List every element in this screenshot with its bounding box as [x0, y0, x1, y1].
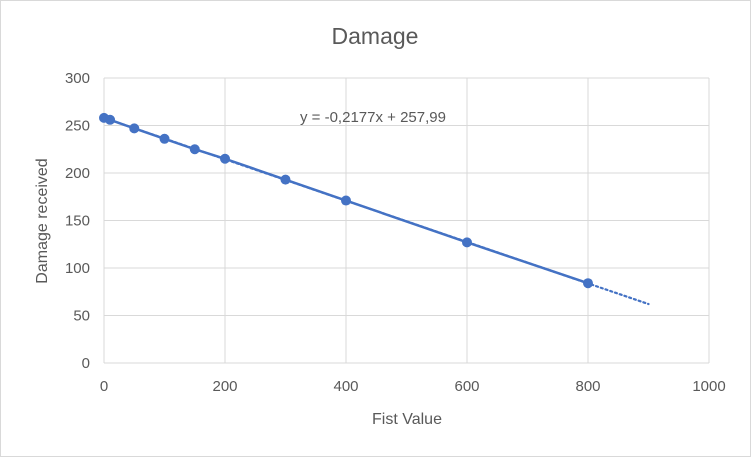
y-tick-label: 150	[65, 213, 90, 230]
series-group	[99, 112, 593, 289]
x-tick-label: 600	[454, 378, 479, 395]
x-tick-label: 400	[333, 378, 358, 395]
data-point	[189, 144, 200, 155]
series-line	[103, 116, 589, 285]
data-point	[105, 114, 116, 125]
data-point	[159, 133, 170, 144]
data-point	[583, 278, 593, 289]
trendline-equation: y = -0,2177x + 257,99	[300, 109, 446, 126]
x-tick-label: 0	[100, 378, 108, 395]
y-tick-label: 50	[73, 308, 90, 325]
x-tick-labels: 0 200 400 600 800 1000	[100, 378, 726, 395]
x-tick-label: 1000	[692, 378, 725, 395]
data-point	[462, 237, 472, 248]
chart-title: Damage	[332, 23, 419, 49]
y-tick-label: 200	[65, 165, 90, 182]
y-tick-label: 300	[65, 70, 90, 87]
x-axis-title: Fist Value	[372, 411, 442, 428]
y-tick-label: 250	[65, 118, 90, 135]
data-point	[220, 153, 230, 164]
y-tick-labels: 0 50 100 150 200 250 300	[65, 70, 90, 372]
y-axis-title: Damage received	[34, 158, 51, 283]
y-tick-label: 100	[65, 260, 90, 277]
x-tick-label: 200	[212, 378, 237, 395]
data-point	[341, 195, 351, 206]
y-tick-label: 0	[82, 355, 90, 372]
gridlines	[103, 77, 710, 364]
x-tick-label: 800	[575, 378, 600, 395]
data-point	[129, 123, 140, 134]
data-point	[280, 174, 291, 185]
